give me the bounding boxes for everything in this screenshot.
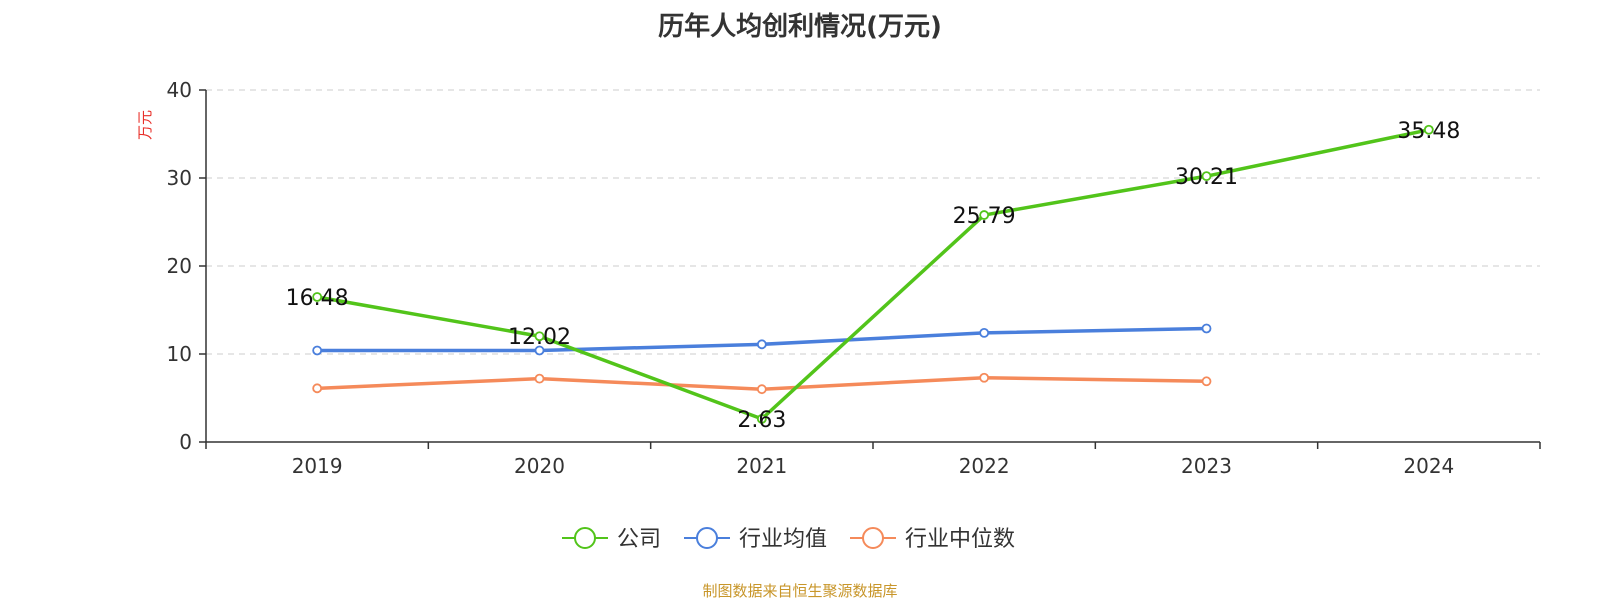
data-point[interactable] (1201, 323, 1212, 334)
y-tick-label: 30 (167, 166, 192, 190)
data-point[interactable] (756, 339, 767, 350)
chart-title: 历年人均创利情况(万元) (658, 12, 942, 42)
y-tick-label: 20 (167, 254, 192, 278)
data-point[interactable] (756, 384, 767, 395)
legend-marker-2[interactable] (862, 527, 884, 549)
data-label: 16.48 (286, 286, 349, 311)
data-point[interactable] (1201, 376, 1212, 387)
data-label: 30.21 (1175, 165, 1238, 190)
data-point[interactable] (534, 345, 545, 356)
data-labels: 16.48 12.02 2.63 25.79 30.21 35.48 (286, 119, 1461, 433)
legend-label-2[interactable]: 行业中位数 (905, 527, 1015, 552)
data-point[interactable] (1423, 124, 1434, 135)
x-tick-label: 2024 (1403, 454, 1454, 478)
data-point[interactable] (979, 372, 990, 383)
x-tick-label: 2022 (959, 454, 1010, 478)
legend-marker-0[interactable] (574, 527, 596, 549)
x-tick-label: 2021 (736, 454, 787, 478)
x-tick-label: 2019 (292, 454, 343, 478)
y-tick-label: 0 (179, 430, 192, 454)
y-axis-label: 万元 (136, 110, 154, 140)
data-point[interactable] (534, 331, 545, 342)
y-tick-label: 40 (167, 78, 192, 102)
data-point[interactable] (312, 345, 323, 356)
grid-lines (206, 89, 1540, 355)
series-lines (312, 124, 1434, 424)
data-point[interactable] (312, 292, 323, 302)
source-note: 制图数据来自恒生聚源数据库 (702, 582, 898, 600)
data-point[interactable] (1201, 171, 1212, 182)
data-point[interactable] (979, 210, 990, 220)
legend-label-1[interactable]: 行业均值 (739, 527, 827, 552)
y-tick-label: 10 (167, 342, 192, 366)
x-tick-label: 2023 (1181, 454, 1232, 478)
data-label: 25.79 (953, 204, 1016, 229)
legend-marker-1[interactable] (696, 527, 718, 549)
data-point[interactable] (979, 327, 990, 338)
line-chart: 0 10 20 30 40 万元 2019 2020 2021 2022 2023 2024 16.4… (136, 78, 1541, 552)
data-point[interactable] (756, 413, 767, 424)
axes: 0 10 20 30 40 万元 2019 2020 2021 2022 2023 2024 (136, 78, 1541, 478)
data-point[interactable] (312, 383, 323, 394)
legend[interactable]: 公司 行业均值 行业中位数 (562, 527, 1015, 552)
x-tick-label: 2020 (514, 454, 565, 478)
data-label: 12.02 (508, 325, 571, 350)
data-point[interactable] (534, 373, 545, 384)
data-label: 35.48 (1397, 119, 1460, 144)
legend-label-0[interactable]: 公司 (617, 527, 661, 552)
series-line-0 (316, 128, 1430, 421)
data-label: 2.63 (737, 408, 786, 433)
